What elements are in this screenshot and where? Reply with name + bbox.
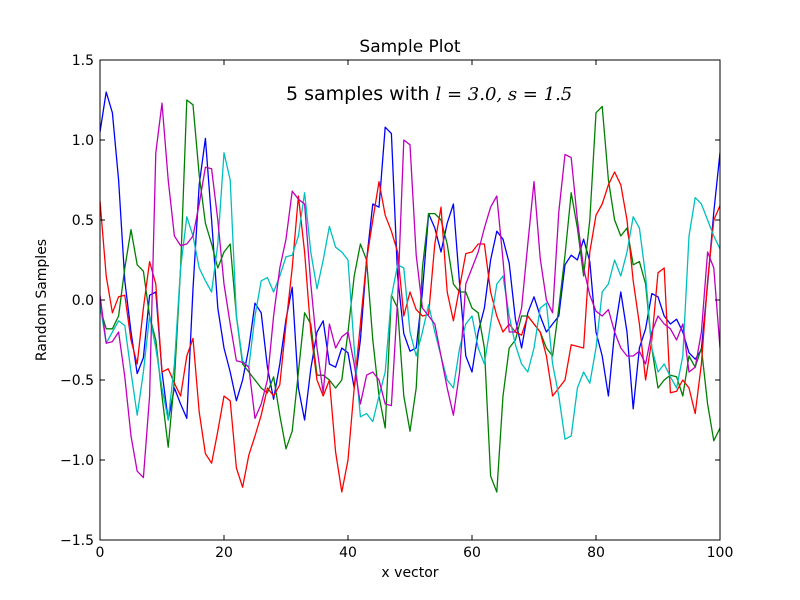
x-tick-label: 80 (587, 545, 605, 561)
series-layer (100, 91, 720, 493)
chart-annotation: 5 samples with l = 3.0, s = 1.5 (286, 83, 572, 105)
ticks-layer: 0 20 40 60 80 100 1.5 1.0 0.5 0.0 −0.5 −1.0 −1.5 (60, 53, 733, 561)
y-tick-label: 1.5 (72, 53, 94, 69)
x-axis-label: x vector (381, 565, 438, 581)
annotation-math: l = 3.0, s = 1.5 (436, 84, 573, 105)
y-tick-label: 1.0 (72, 133, 94, 149)
series-line-4 (100, 152, 720, 440)
x-tick-label: 20 (215, 545, 233, 561)
series-line-1 (100, 91, 720, 421)
y-axis-label: Random Samples (34, 239, 50, 361)
y-tick-label: −1.0 (60, 453, 94, 469)
annotation-text: 5 samples with (286, 83, 436, 105)
plot-area (100, 60, 720, 540)
x-tick-label: 0 (96, 545, 105, 561)
series-line-3 (100, 171, 720, 493)
y-tick-label: 0.5 (72, 213, 94, 229)
y-tick-label: 0.0 (72, 293, 94, 309)
x-tick-label: 40 (339, 545, 357, 561)
x-tick-label: 100 (707, 545, 734, 561)
y-tick-label: −0.5 (60, 373, 94, 389)
chart-title: Sample Plot (359, 37, 461, 57)
series-line-5 (100, 102, 720, 479)
x-tick-label: 60 (463, 545, 481, 561)
y-tick-label: −1.5 (60, 533, 94, 549)
series-line-2 (100, 99, 720, 493)
